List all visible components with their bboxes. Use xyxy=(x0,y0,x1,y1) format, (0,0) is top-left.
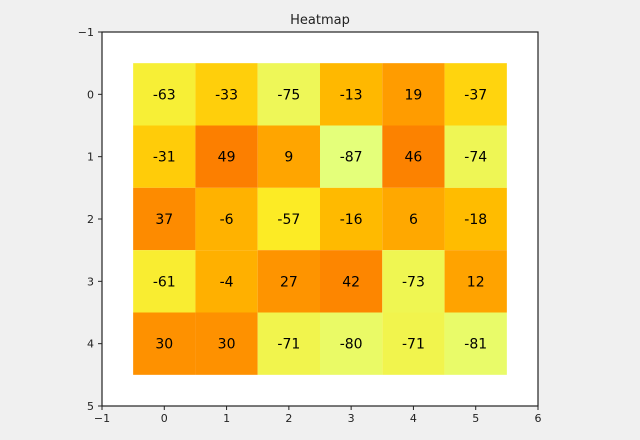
x-tick-label-1: 0 xyxy=(161,412,168,425)
cell-value-label-r4-c1: 30 xyxy=(218,337,236,353)
heatmap-cell-r4-c0 xyxy=(133,312,196,375)
heatmap-cell-r3-c5 xyxy=(444,250,507,313)
heatmap-cell-r2-c5 xyxy=(444,187,507,251)
heatmap-cell-r0-c2 xyxy=(257,63,320,126)
cell-value-label-r3-c1: -4 xyxy=(220,274,234,290)
y-tick-label-1: 0 xyxy=(87,88,94,101)
x-tick-label-2: 1 xyxy=(223,412,230,425)
cell-value-label-r0-c4: 19 xyxy=(405,87,423,103)
heatmap-cell-r2-c3 xyxy=(320,187,383,251)
heatmap-cell-r1-c2 xyxy=(257,125,320,188)
heatmap-cell-r3-c0 xyxy=(133,250,196,313)
heatmap-cell-r0-c0 xyxy=(133,63,196,126)
y-axis: −1 0 1 2 3 4 5 xyxy=(78,26,102,413)
cell-value-label-r2-c0: 37 xyxy=(155,212,173,228)
x-tick-label-3: 2 xyxy=(285,412,292,425)
cell-value-label-r1-c2: 9 xyxy=(284,150,293,166)
cell-value-label-r3-c3: 42 xyxy=(342,274,360,290)
cell-value-label-r2-c1: -6 xyxy=(220,212,234,228)
heatmap-cell-r2-c0 xyxy=(133,187,196,251)
x-tick-label-7: 6 xyxy=(535,412,542,425)
cell-value-label-r0-c0: -63 xyxy=(153,87,176,103)
heatmap-cell-r0-c4 xyxy=(382,63,445,126)
cell-value-label-r4-c4: -71 xyxy=(402,337,425,353)
cell-value-label-r3-c4: -73 xyxy=(402,274,425,290)
heatmap-cells: -63 -33 -75 -13 19 -37 -31 49 9 -87 46 -74 37 -6 -57 -1… xyxy=(133,63,507,375)
cell-value-label-r1-c1: 49 xyxy=(218,150,236,166)
y-tick-label-2: 1 xyxy=(87,151,94,164)
cell-value-label-r3-c5: 12 xyxy=(467,274,485,290)
x-tick-label-5: 4 xyxy=(410,412,417,425)
cell-value-label-r4-c2: -71 xyxy=(277,337,300,353)
y-tick-label-5: 4 xyxy=(87,338,94,351)
heatmap-cell-r2-c4 xyxy=(382,187,445,251)
y-tick-label-4: 3 xyxy=(87,275,94,288)
heatmap-cell-r3-c1 xyxy=(195,250,258,313)
heatmap-cell-r1-c3 xyxy=(320,125,383,188)
cell-value-label-r1-c4: 46 xyxy=(405,150,423,166)
heatmap-cell-r4-c3 xyxy=(320,312,383,375)
heatmap-cell-r4-c5 xyxy=(444,312,507,375)
heatmap-cell-r0-c5 xyxy=(444,63,507,126)
cell-value-label-r2-c2: -57 xyxy=(277,212,300,228)
cell-value-label-r0-c2: -75 xyxy=(277,87,300,103)
heatmap-cell-r1-c5 xyxy=(444,125,507,188)
chart-title: Heatmap xyxy=(290,13,350,28)
heatmap-cell-r2-c1 xyxy=(195,187,258,251)
x-tick-label-6: 5 xyxy=(472,412,479,425)
cell-value-label-r1-c3: -87 xyxy=(340,150,363,166)
heatmap-cell-r1-c1 xyxy=(195,125,258,188)
heatmap-cell-r2-c2 xyxy=(257,187,320,251)
heatmap-cell-r4-c1 xyxy=(195,312,258,375)
cell-value-label-r2-c4: 6 xyxy=(409,212,418,228)
x-tick-label-4: 3 xyxy=(348,412,355,425)
cell-value-label-r3-c2: 27 xyxy=(280,274,298,290)
cell-value-label-r0-c3: -13 xyxy=(340,87,363,103)
heatmap-cell-r3-c2 xyxy=(257,250,320,313)
heatmap-cell-r1-c4 xyxy=(382,125,445,188)
heatmap-cell-r0-c3 xyxy=(320,63,383,126)
cell-value-label-r1-c5: -74 xyxy=(464,150,487,166)
cell-value-label-r0-c5: -37 xyxy=(464,87,487,103)
cell-value-label-r2-c3: -16 xyxy=(340,212,363,228)
heatmap-cell-r3-c4 xyxy=(382,250,445,313)
cell-value-label-r4-c3: -80 xyxy=(340,337,363,353)
y-tick-label-3: 2 xyxy=(87,213,94,226)
cell-value-label-r2-c5: -18 xyxy=(464,212,487,228)
y-tick-label-6: 5 xyxy=(87,400,94,413)
cell-value-label-r4-c0: 30 xyxy=(155,337,173,353)
heatmap-cell-r1-c0 xyxy=(133,125,196,188)
heatmap-cell-r3-c3 xyxy=(320,250,383,313)
cell-value-label-r1-c0: -31 xyxy=(153,150,176,166)
y-tick-label-0: −1 xyxy=(78,26,94,39)
x-tick-label-0: −1 xyxy=(94,412,110,425)
x-axis: −1 0 1 2 3 4 5 6 xyxy=(94,406,542,425)
cell-value-label-r0-c1: -33 xyxy=(215,87,238,103)
heatmap-cell-r4-c4 xyxy=(382,312,445,375)
heatmap-cell-r4-c2 xyxy=(257,312,320,375)
cell-value-label-r3-c0: -61 xyxy=(153,274,176,290)
cell-value-label-r4-c5: -81 xyxy=(464,337,487,353)
heatmap-cell-r0-c1 xyxy=(195,63,258,126)
